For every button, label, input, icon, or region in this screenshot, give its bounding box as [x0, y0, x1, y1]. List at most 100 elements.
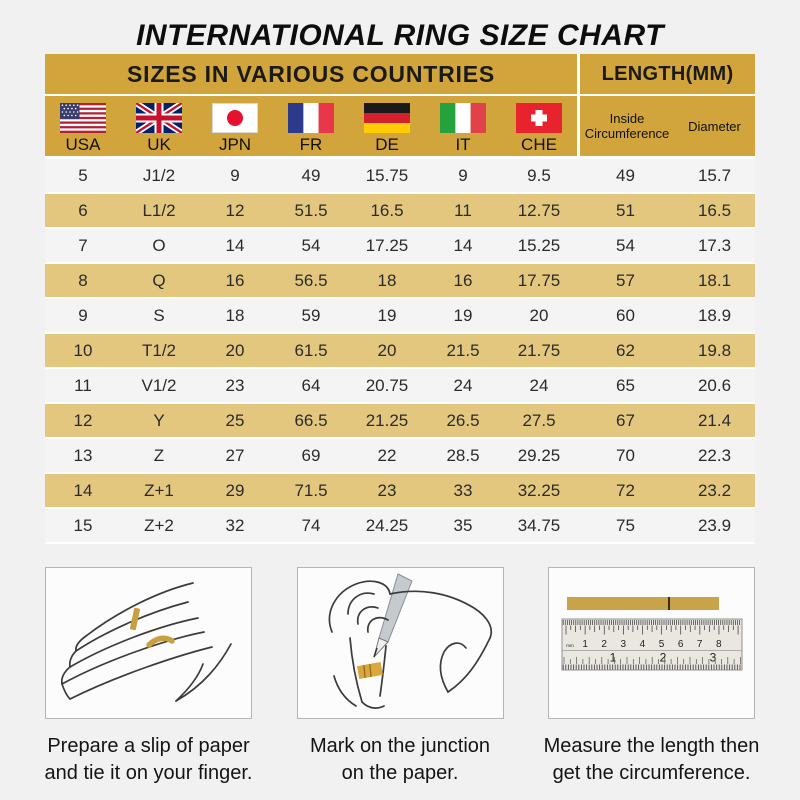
table-cell: 19.8	[697, 341, 732, 360]
table-cell: 24.25	[365, 516, 409, 535]
table-cell: 23.9	[697, 516, 732, 535]
header-sizes-in-various-countries: SIZES IN VARIOUS COUNTRIES	[45, 54, 580, 94]
caption-line: and tie it on your finger.	[44, 762, 253, 784]
table-cell: 72	[616, 481, 635, 500]
table-cell: 28.5	[446, 446, 480, 465]
table-cell: 24	[453, 376, 473, 395]
table-cell: 12	[225, 201, 245, 220]
country-label-che: CHE	[521, 135, 557, 154]
svg-text:2: 2	[660, 651, 667, 665]
table-cell: 7	[78, 236, 88, 255]
table-cell: 19	[453, 306, 473, 325]
svg-text:4: 4	[640, 639, 646, 650]
table-cell: 33	[453, 481, 473, 500]
svg-text:8: 8	[716, 639, 722, 650]
svg-text:7: 7	[697, 639, 703, 650]
table-cell: 21.5	[446, 341, 480, 360]
svg-text:5: 5	[659, 639, 665, 650]
instruction-caption-2: Mark on the junction on the paper.	[275, 733, 525, 787]
table-cell: 9	[230, 166, 240, 185]
table-cell: 12	[73, 411, 93, 430]
table-cell: 15.7	[697, 166, 732, 185]
table-cell: 17.25	[365, 236, 409, 255]
svg-text:3: 3	[621, 639, 627, 650]
country-label-de: DE	[375, 135, 399, 154]
table-cell: 18	[377, 271, 397, 290]
table-cell: Z	[153, 446, 165, 465]
measuring-instructions: Prepare a slip of paper and tie it on yo…	[45, 567, 759, 787]
table-cell: 13	[73, 446, 93, 465]
country-jpn: JPN	[197, 96, 273, 156]
table-cell: 24	[529, 376, 549, 395]
table-cell: 75	[616, 516, 635, 535]
switzerland-flag-icon	[516, 103, 562, 133]
table-cell: L1/2	[142, 201, 176, 220]
table-cell: 9.5	[527, 166, 551, 185]
ruler-measuring-illustration: 1 2 3 4 5 6 7 8 mm 1 2 3	[548, 567, 755, 719]
table-cell: 21.25	[365, 411, 409, 430]
table-cell: T1/2	[141, 341, 177, 360]
table-cell: 22	[377, 446, 397, 465]
table-body: 5 J1/2 9 49 15.75 9 9.5 49 15.7 6 L1/2 12 51.5 16.5 11…	[45, 156, 755, 544]
table-row: 6 L1/2 12 51.5 16.5 11 12.75 51 16.5	[45, 194, 755, 229]
table-cell: O	[152, 236, 166, 255]
table-cell: 57	[616, 271, 635, 290]
table-cell: 20	[529, 306, 549, 325]
table-cell: 32	[225, 516, 245, 535]
table-cell: 15.75	[365, 166, 409, 185]
table-cell: 20	[225, 341, 245, 360]
table-row: 9 S 18 59 19 19 20 60 18.9	[45, 299, 755, 334]
country-de: DE	[349, 96, 425, 156]
table-row: 14 Z+1 29 71.5 23 33 32.25 72 23.2	[45, 474, 755, 509]
table-cell: 27	[225, 446, 245, 465]
country-it: IT	[425, 96, 501, 156]
table-cell: 23.2	[697, 481, 732, 500]
instruction-step-1: Prepare a slip of paper and tie it on yo…	[45, 567, 252, 787]
table-cell: 51.5	[294, 201, 328, 220]
table-cell: 34.75	[517, 516, 561, 535]
pen-marking-paper-icon	[328, 573, 492, 709]
table-cell: 51	[616, 201, 635, 220]
caption-line: on the paper.	[341, 762, 459, 784]
table-cell: 62	[616, 341, 635, 360]
table-cell: 64	[301, 376, 321, 395]
table-row: 10 T1/2 20 61.5 20 21.5 21.75 62 19.8	[45, 334, 755, 369]
caption-line: get the circumference.	[552, 762, 751, 784]
paper-strip	[567, 597, 719, 610]
svg-text:2: 2	[601, 639, 607, 650]
svg-text:3: 3	[710, 651, 717, 665]
japan-flag-icon	[212, 103, 258, 133]
country-label-it: IT	[455, 135, 471, 154]
table-cell: 26.5	[446, 411, 480, 430]
table-cell: 61.5	[294, 341, 328, 360]
ring-size-table: SIZES IN VARIOUS COUNTRIES LENGTH(MM)	[45, 54, 755, 544]
table-cell: 19	[377, 306, 397, 325]
table-cell: 65	[616, 376, 635, 395]
hand-with-paper-strip-illustration	[45, 567, 252, 719]
paper-strip-mark	[668, 597, 670, 610]
table-row: 13 Z 27 69 22 28.5 29.25 70 22.3	[45, 439, 755, 474]
svg-text:1: 1	[582, 639, 588, 650]
svg-text:1: 1	[610, 651, 617, 665]
table-cell: Q	[152, 271, 166, 290]
table-cell: 18	[225, 306, 245, 325]
table-cell: 14	[73, 481, 93, 500]
caption-line: Measure the length then	[543, 735, 760, 757]
table-cell: 15.25	[517, 236, 561, 255]
table-cell: 74	[301, 516, 321, 535]
table-cell: 54	[616, 236, 635, 255]
table-row: 5 J1/2 9 49 15.75 9 9.5 49 15.7	[45, 159, 755, 194]
table-cell: 67	[616, 411, 635, 430]
table-cell: 9	[458, 166, 468, 185]
instruction-step-3: 1 2 3 4 5 6 7 8 mm 1 2 3 Measure the length then ge…	[544, 567, 759, 787]
country-label-jpn: JPN	[218, 135, 252, 154]
instruction-caption-3: Measure the length then get the circumfe…	[527, 733, 777, 787]
table-cell: 49	[616, 166, 635, 185]
table-cell: 29.25	[517, 446, 561, 465]
column-inside-circumference: Inside Circumference	[577, 96, 674, 156]
table-cell: V1/2	[141, 376, 177, 395]
country-flags-row: USA UK JPN	[45, 94, 755, 156]
table-cell: 18.1	[697, 271, 732, 290]
country-usa: USA	[45, 96, 121, 156]
country-uk: UK	[121, 96, 197, 156]
